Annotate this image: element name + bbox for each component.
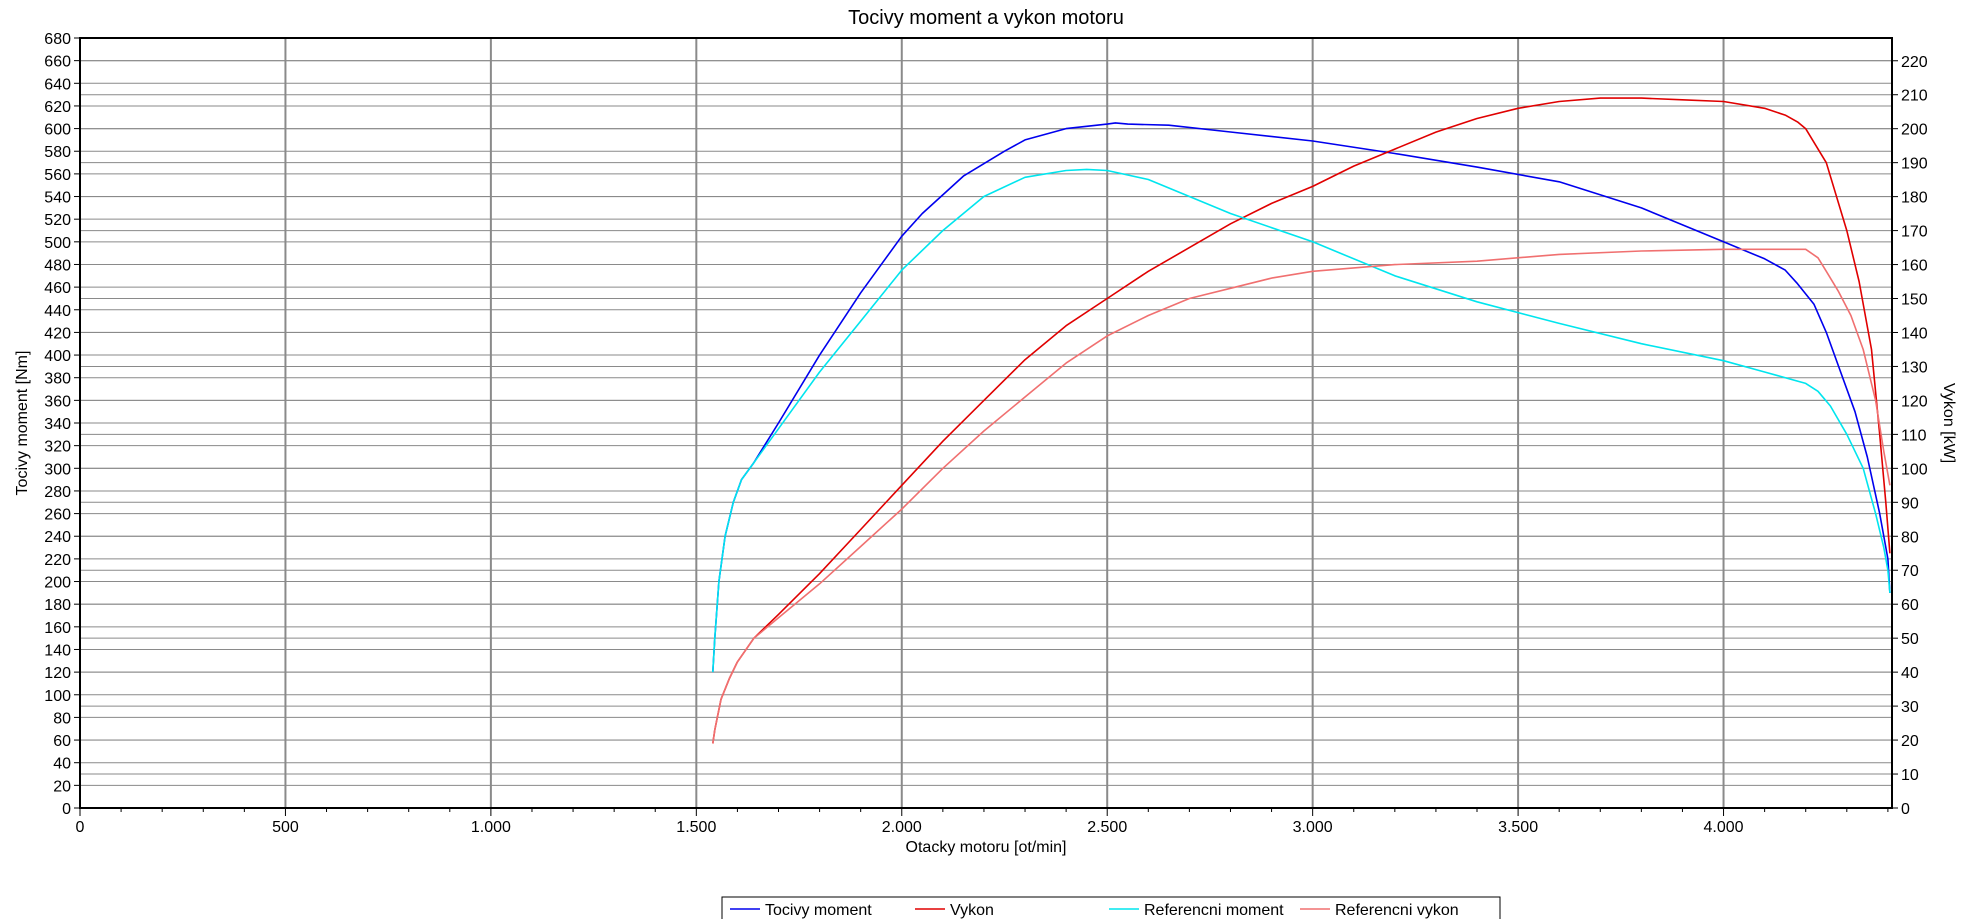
y2-tick-label: 160 [1901,258,1928,275]
y2-tick-label: 20 [1901,733,1919,750]
x-tick-label: 4.000 [1704,819,1744,836]
y-tick-label: 80 [53,710,71,727]
x-tick-label: 0 [76,819,85,836]
y2-tick-label: 80 [1901,529,1919,546]
y2-tick-label: 110 [1901,427,1927,444]
series-line-referencni-moment [712,168,1891,673]
x-tick-label: 3.500 [1498,819,1538,836]
y-tick-label: 180 [44,597,71,614]
x-axis-label: Otacky motoru [ot/min] [906,839,1067,856]
y2-tick-label: 180 [1901,190,1928,207]
x-tick-label: 500 [272,819,299,836]
y-tick-label: 120 [44,665,71,682]
y2-tick-label: 70 [1901,563,1919,580]
y2-tick-label: 60 [1901,597,1919,614]
y2-tick-label: 0 [1901,801,1910,818]
y2-tick-label: 90 [1901,495,1919,512]
y2-tick-label: 120 [1901,393,1928,410]
y2-tick-label: 190 [1901,156,1928,173]
y-tick-label: 400 [44,348,71,365]
y-tick-label: 100 [44,688,71,705]
y2-tick-label: 140 [1901,325,1928,342]
y-tick-label: 440 [44,303,71,320]
legend: Tocivy moment Vykon Referencni moment Refer… [721,896,1501,919]
legend-label-referencni-moment: Referencni moment [1144,902,1284,919]
y2-axis-label: Vykon [kW] [1940,383,1957,463]
grid-lines [79,37,1892,809]
y-tick-label: 300 [44,461,71,478]
y2-tick-label: 150 [1901,292,1928,309]
x-axis-ticks: 0 500 1.000 1.500 2.000 2.500 3.000 3.500 4.000 [76,808,1889,836]
y-tick-label: 540 [44,190,71,207]
y-tick-label: 320 [44,439,71,456]
x-tick-label: 3.000 [1293,819,1333,836]
y2-tick-label: 200 [1901,122,1928,139]
y2-tick-label: 40 [1901,665,1919,682]
y-axis-ticks: 0 20 40 60 80 100 120 140 160 180 200 220 240 260 280 3… [44,31,80,818]
y-tick-label: 240 [44,529,71,546]
y-tick-label: 60 [53,733,71,750]
y2-tick-label: 210 [1901,88,1928,105]
y-tick-label: 0 [62,801,71,818]
y2-tick-label: 100 [1901,461,1928,478]
y-tick-label: 620 [44,99,71,116]
y-axis-label: Tocivy moment [Nm] [14,351,31,496]
legend-label-tocivy-moment: Tocivy moment [765,902,872,919]
y-tick-label: 480 [44,257,71,274]
y-tick-label: 160 [44,620,71,637]
y-tick-label: 380 [44,371,71,388]
y-tick-label: 20 [53,778,71,795]
y-tick-label: 220 [44,552,71,569]
y-tick-label: 600 [44,122,71,139]
x-tick-label: 2.500 [1087,819,1127,836]
legend-label-vykon: Vykon [950,902,994,919]
y2-tick-label: 220 [1901,54,1928,71]
y-tick-label: 460 [44,280,71,297]
series-line-vykon [712,97,1891,744]
series-line-referencni-vykon [712,248,1891,744]
y-tick-label: 640 [44,76,71,93]
y-tick-label: 560 [44,167,71,184]
y-tick-label: 260 [44,507,71,524]
x-tick-label: 1.500 [676,819,716,836]
y-tick-label: 200 [44,575,71,592]
y-tick-label: 500 [44,235,71,252]
y2-tick-label: 50 [1901,631,1919,648]
y-tick-label: 580 [44,144,71,161]
x-tick-label: 1.000 [471,819,511,836]
y-tick-label: 40 [53,756,71,773]
y2-tick-label: 170 [1901,224,1928,241]
x-tick-label: 2.000 [882,819,922,836]
y-tick-label: 360 [44,393,71,410]
y-tick-label: 680 [44,31,71,48]
chart-title: Tocivy moment a vykon motoru [848,7,1124,29]
y-tick-label: 520 [44,212,71,229]
y2-tick-label: 10 [1901,767,1919,784]
y-tick-label: 140 [44,642,71,659]
y-tick-label: 660 [44,54,71,71]
y2-axis-ticks: 0 10 20 30 40 50 60 70 80 90 100 110 120 130 140 150 160… [1892,54,1928,818]
legend-box [721,896,1501,919]
series-layer [712,97,1891,744]
y-tick-label: 280 [44,484,71,501]
y2-tick-label: 130 [1901,359,1928,376]
y2-tick-label: 30 [1901,699,1919,716]
y-tick-label: 340 [44,416,71,433]
series-line-tocivy-moment [712,122,1891,673]
y-tick-label: 420 [44,325,71,342]
legend-label-referencni-vykon: Referencni vykon [1335,902,1459,919]
